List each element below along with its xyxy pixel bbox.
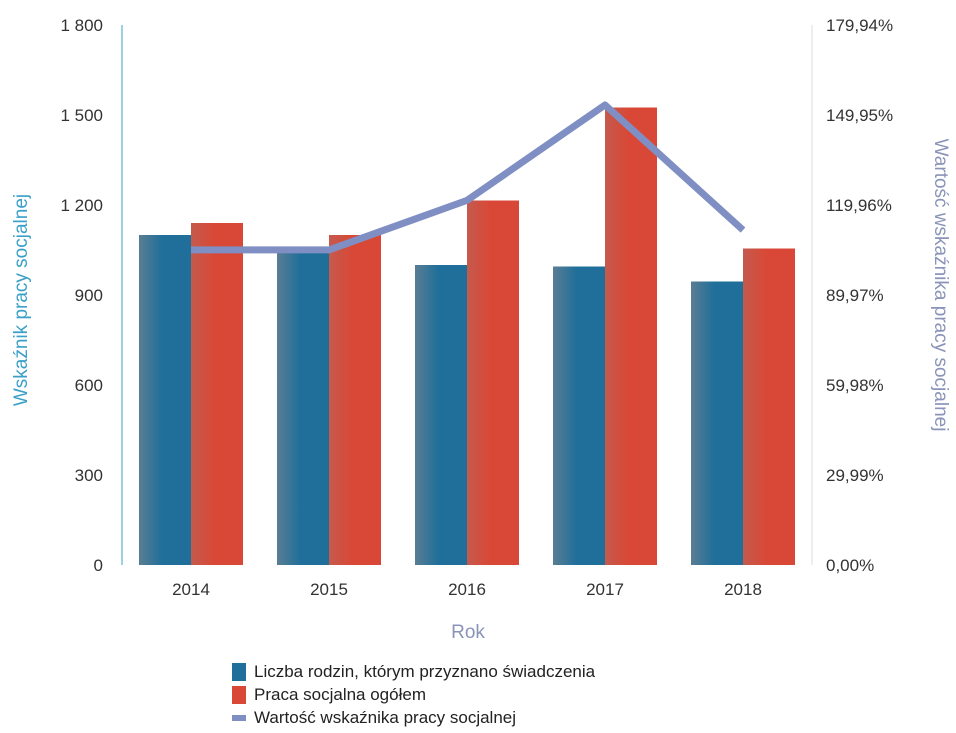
bar-praca-socjalna <box>467 200 519 565</box>
legend-swatch-line <box>232 714 246 721</box>
y-left-axis-title: Wskaźnik pracy socjalnej <box>11 194 32 406</box>
y-left-tick-label: 300 <box>75 466 103 485</box>
legend-label: Praca socjalna ogółem <box>254 684 426 704</box>
bar-praca-socjalna <box>605 107 657 565</box>
series-line-wskaznik <box>191 101 746 254</box>
right-axis-ticks: 0,00% 29,99% 59,98% 89,97% 119,96% 149,95% 179… <box>826 16 893 575</box>
legend-label: Liczba rodzin, którym przyznano świadcze… <box>254 661 596 681</box>
bars <box>139 107 795 565</box>
bar-praca-socjalna <box>329 235 381 565</box>
y-left-tick-label: 900 <box>75 286 103 305</box>
y-right-tick-label: 29,99% <box>826 466 884 485</box>
x-axis-title: Rok <box>451 622 485 643</box>
x-axis-ticks: 2014 2015 2016 2017 2018 <box>172 580 762 599</box>
y-right-tick-label: 0,00% <box>826 556 874 575</box>
y-left-tick-label: 1 200 <box>60 196 103 215</box>
y-left-tick-label: 1 800 <box>60 16 103 35</box>
y-right-tick-label: 149,95% <box>826 106 893 125</box>
legend-item: Liczba rodzin, którym przyznano świadcze… <box>232 660 595 683</box>
legend-item: Wartość wskaźnika pracy socjalnej <box>232 706 595 729</box>
bar-liczba-rodzin <box>415 265 467 565</box>
bar-liczba-rodzin <box>691 281 743 565</box>
legend-item: Praca socjalna ogółem <box>232 683 595 706</box>
y-right-axis-title: Wartość wskaźnika pracy socjalnej <box>930 139 951 432</box>
x-tick-label: 2016 <box>448 580 486 599</box>
y-right-tick-label: 179,94% <box>826 16 893 35</box>
x-tick-label: 2018 <box>724 580 762 599</box>
y-left-tick-label: 0 <box>94 556 103 575</box>
bar-liczba-rodzin <box>553 266 605 565</box>
bar-liczba-rodzin <box>139 235 191 565</box>
y-left-tick-label: 1 500 <box>60 106 103 125</box>
y-right-tick-label: 119,96% <box>826 196 892 215</box>
legend: Liczba rodzin, którym przyznano świadcze… <box>232 660 595 729</box>
y-right-tick-label: 89,97% <box>826 286 884 305</box>
left-axis-ticks: 0 300 600 900 1 200 1 500 1 800 <box>60 16 103 575</box>
x-tick-label: 2014 <box>172 580 210 599</box>
bar-liczba-rodzin <box>277 250 329 565</box>
bar-praca-socjalna <box>743 248 795 565</box>
bar-praca-socjalna <box>191 223 243 565</box>
x-tick-label: 2017 <box>586 580 624 599</box>
legend-label: Wartość wskaźnika pracy socjalnej <box>254 707 517 727</box>
legend-swatch-series1 <box>232 662 246 681</box>
legend-swatch-series2 <box>232 685 246 704</box>
y-right-tick-label: 59,98% <box>826 376 884 395</box>
y-left-tick-label: 600 <box>75 376 103 395</box>
x-tick-label: 2015 <box>310 580 348 599</box>
